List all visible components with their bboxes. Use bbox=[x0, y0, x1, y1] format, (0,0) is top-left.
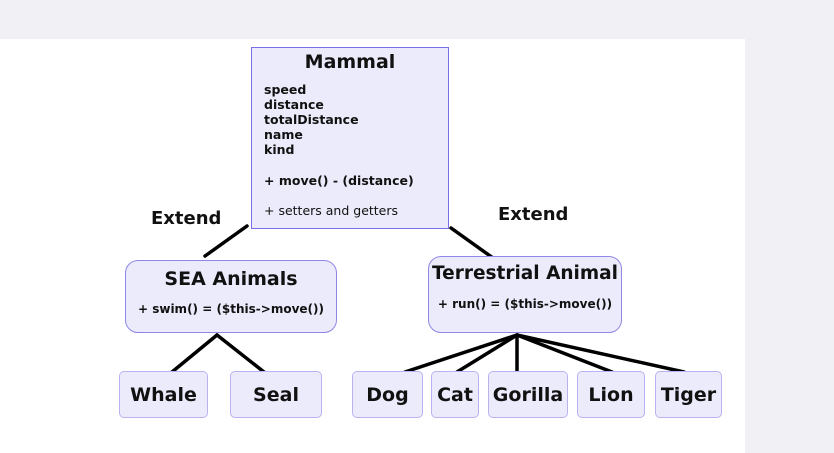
attribute-speed: speed bbox=[264, 82, 307, 97]
leaf-cat: Cat bbox=[431, 371, 479, 418]
mammal-class-box: Mammal speed distance totalDistance name… bbox=[251, 47, 449, 229]
mammal-title: Mammal bbox=[304, 51, 396, 73]
sea-animals-method: + swim() = ($this->move()) bbox=[137, 302, 325, 316]
mammal-attribute-list: speed distance totalDistance name kind bbox=[264, 82, 359, 157]
sea-animals-title: SEA Animals bbox=[164, 268, 298, 290]
terrestrial-animal-box: Terrestrial Animal + run() = ($this->mov… bbox=[428, 256, 622, 333]
leaf-lion: Lion bbox=[577, 371, 645, 418]
attribute-distance: distance bbox=[264, 97, 324, 112]
attribute-kind: kind bbox=[264, 142, 295, 157]
extend-label-left: Extend bbox=[151, 208, 222, 229]
leaf-dog: Dog bbox=[352, 371, 423, 418]
method-setters-getters: + setters and getters bbox=[264, 203, 399, 218]
leaf-whale: Whale bbox=[119, 371, 208, 418]
attribute-name: name bbox=[264, 127, 303, 142]
leaf-seal: Seal bbox=[230, 371, 322, 418]
extend-label-right: Extend bbox=[498, 204, 569, 225]
terrestrial-animal-title: Terrestrial Animal bbox=[431, 263, 619, 284]
leaf-tiger: Tiger bbox=[655, 371, 722, 418]
sea-animals-box: SEA Animals + swim() = ($this->move()) bbox=[125, 260, 337, 333]
attribute-total-distance: totalDistance bbox=[264, 112, 359, 127]
method-move: + move() - (distance) bbox=[264, 173, 414, 188]
terrestrial-animal-method: + run() = ($this->move()) bbox=[437, 297, 613, 311]
leaf-gorilla: Gorilla bbox=[488, 371, 568, 418]
